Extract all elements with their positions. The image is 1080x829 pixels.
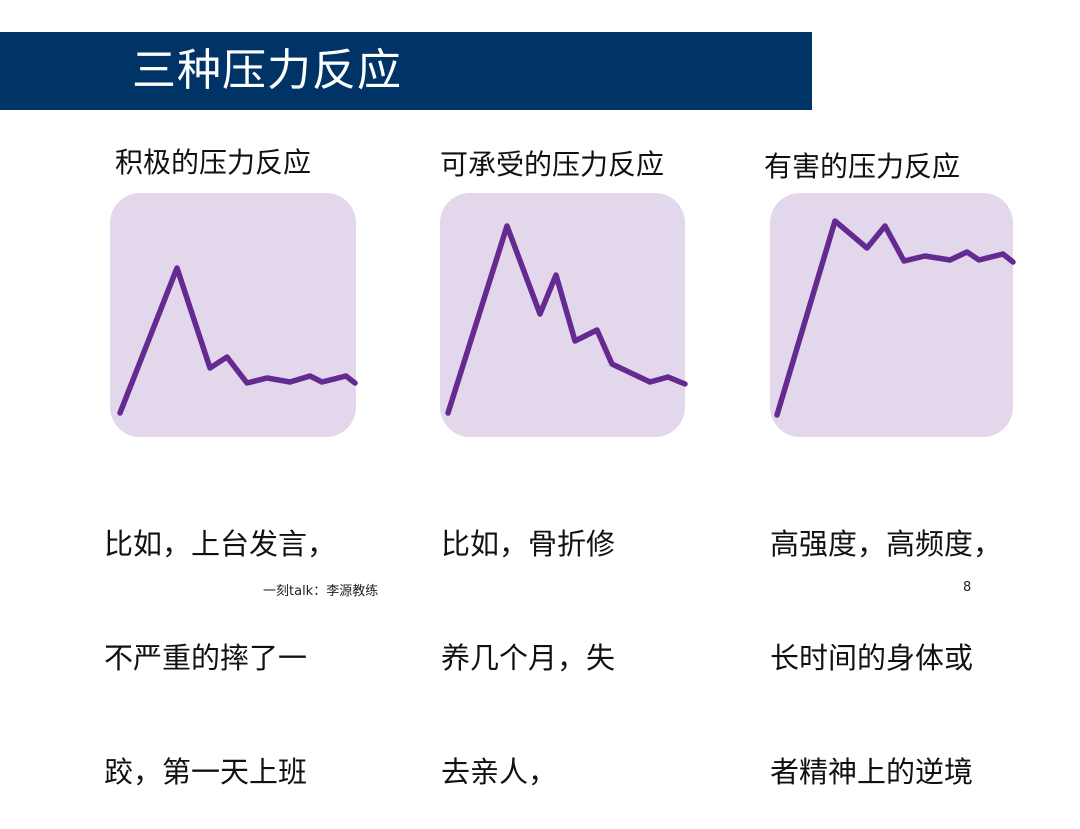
description-line: 比如，上台发言， xyxy=(104,527,337,561)
slide-title: 三种压力反应 xyxy=(132,45,402,96)
description-line: 长时间的身体或 xyxy=(770,641,974,675)
description-line: 高强度，高频度， xyxy=(770,527,1003,561)
panel-3-description: 高强度，高频度， 长时间的身体或 者精神上的逆境 xyxy=(770,449,1002,829)
panel-2-description: 比如，骨折修 养几个月，失 去亲人， xyxy=(441,449,615,829)
title-banner: 三种压力反应 xyxy=(0,32,812,110)
panel-1-description: 比如，上台发言， 不严重的摔了一 跤，第一天上班 xyxy=(104,449,336,829)
description-line: 不严重的摔了一 xyxy=(104,641,308,675)
page-number: 8 xyxy=(963,580,972,595)
chart-2-background xyxy=(440,193,685,437)
panel-3-subtitle: 有害的压力反应 xyxy=(764,150,961,183)
description-line: 去亲人， xyxy=(441,755,558,789)
description-line: 者精神上的逆境 xyxy=(770,755,974,789)
description-line: 跤，第一天上班 xyxy=(104,755,308,789)
footer-credit: 一刻talk：李源教练 xyxy=(263,584,379,599)
description-line: 养几个月，失 xyxy=(441,641,616,675)
description-line: 比如，骨折修 xyxy=(441,527,616,561)
chart-1-background xyxy=(110,193,356,437)
chart-3-background xyxy=(770,193,1013,437)
panel-1-subtitle: 积极的压力反应 xyxy=(115,146,312,179)
panel-2-subtitle: 可承受的压力反应 xyxy=(440,148,665,181)
